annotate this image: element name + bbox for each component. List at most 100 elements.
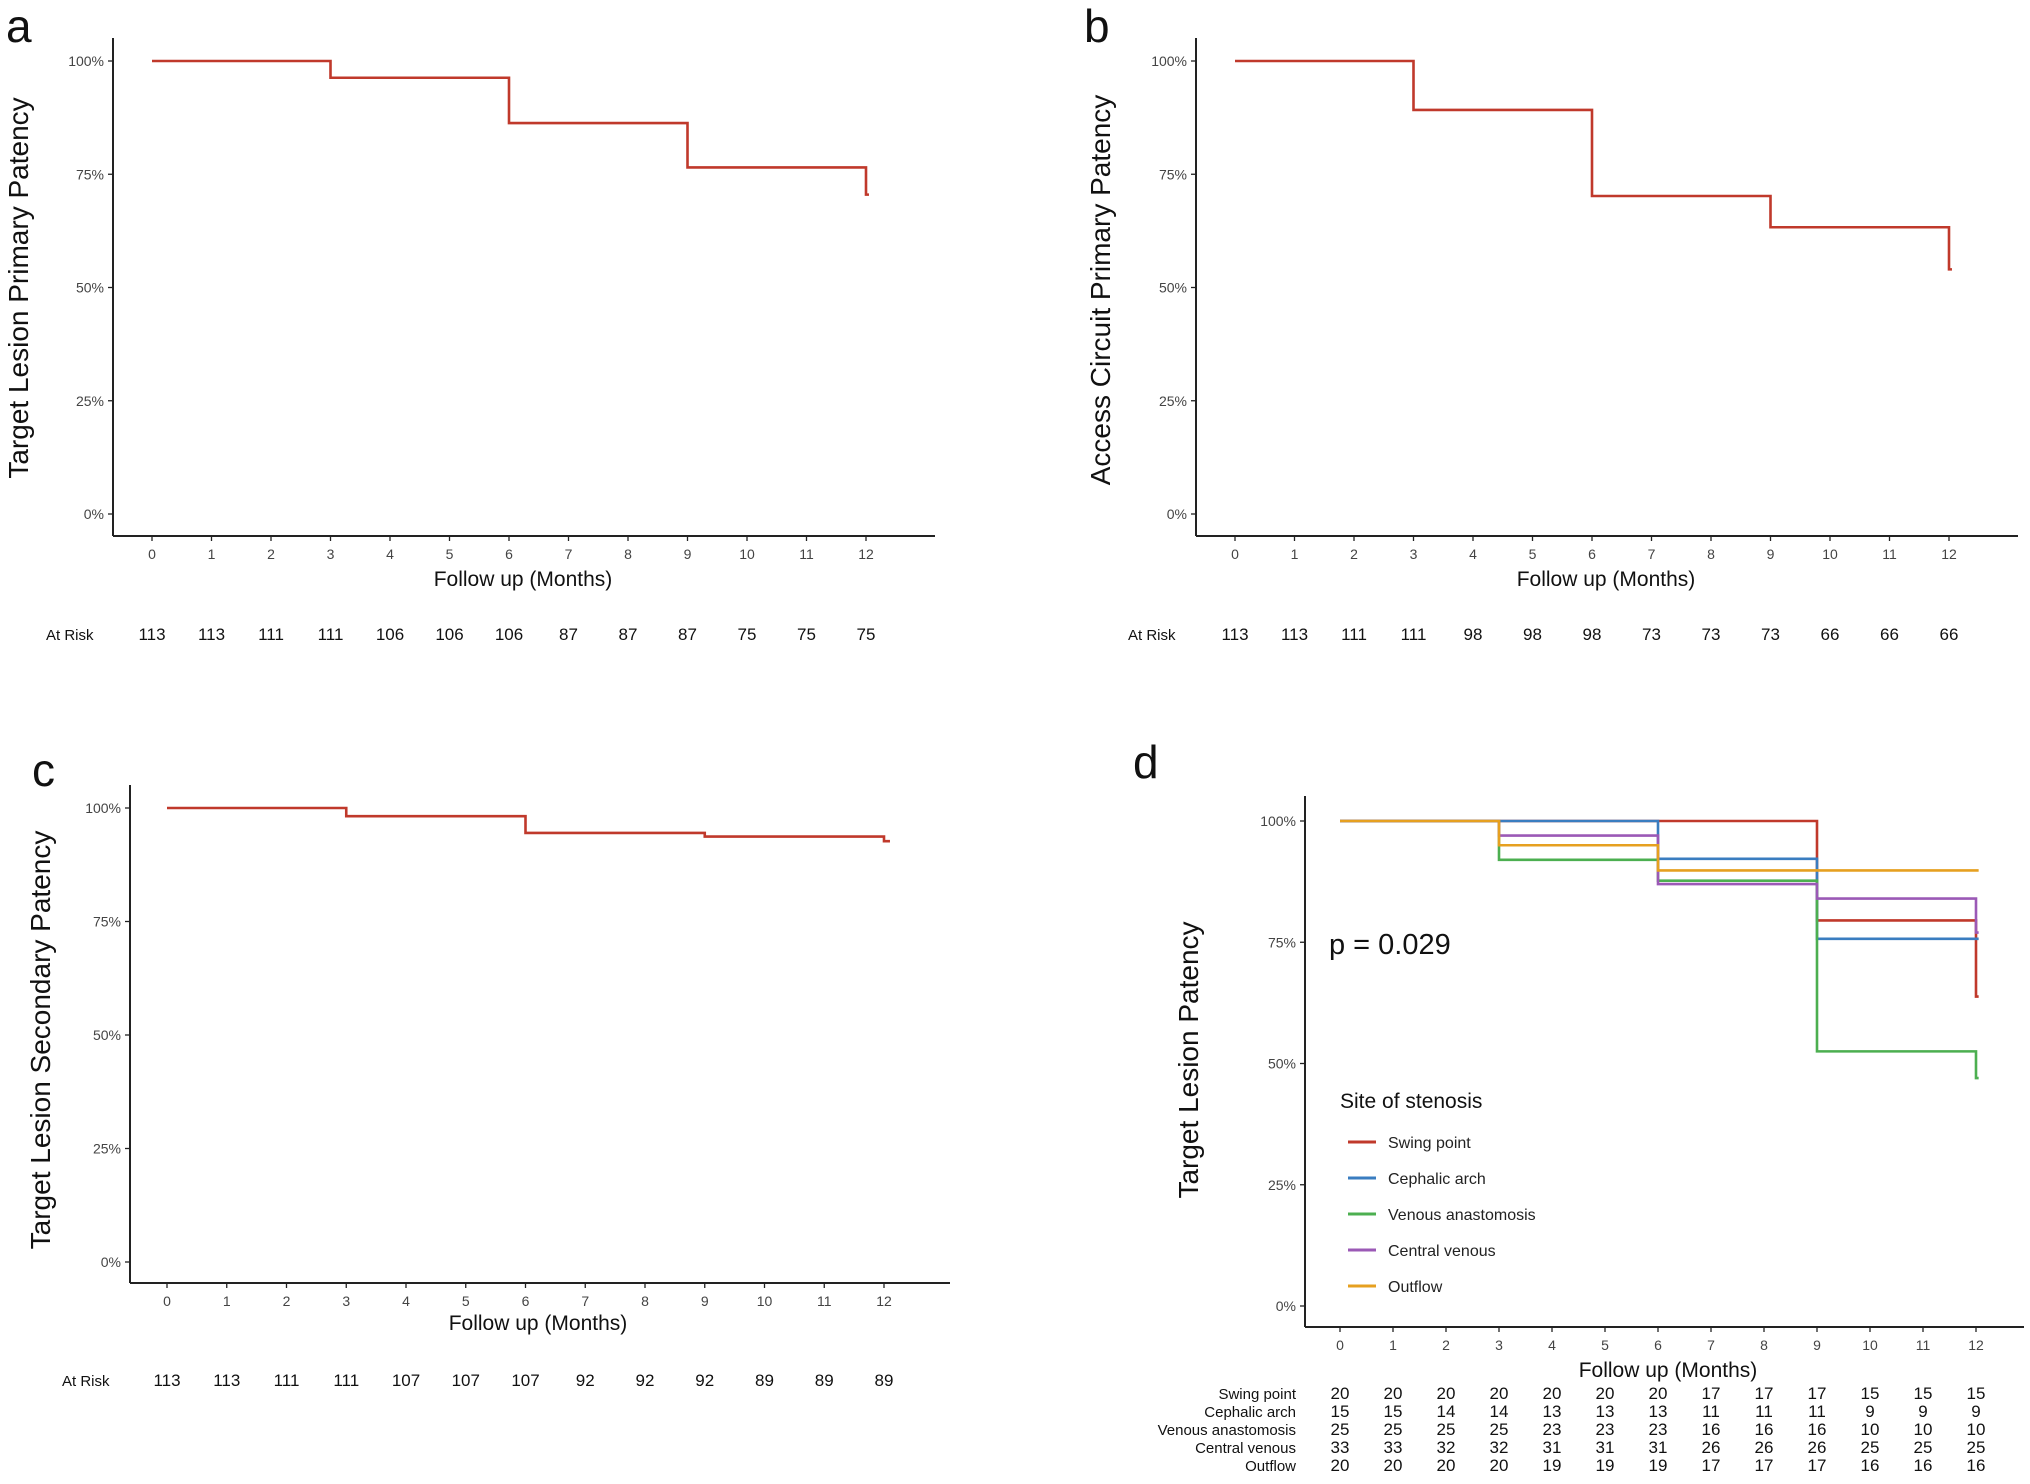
at-risk-count: 23 — [1649, 1420, 1668, 1439]
x-tick-label: 4 — [386, 546, 394, 562]
at-risk-count: 16 — [1861, 1456, 1880, 1475]
at-risk-count: 17 — [1808, 1456, 1827, 1475]
x-tick-label: 6 — [522, 1293, 530, 1309]
at-risk-count: 25 — [1967, 1438, 1986, 1457]
y-tick-label: 50% — [1268, 1056, 1296, 1072]
y-tick-label: 100% — [85, 800, 121, 816]
at-risk-count: 25 — [1331, 1420, 1350, 1439]
panel-b-access-circuit-primary-patency: b Access Circuit Primary Patency Follow … — [1084, 0, 2018, 644]
at-risk-count: 17 — [1702, 1456, 1721, 1475]
at-risk-count: 111 — [1341, 625, 1367, 644]
at-risk-label: At Risk — [1128, 627, 1176, 644]
x-tick-label: 6 — [1654, 1337, 1662, 1353]
x-tick-label: 6 — [1588, 546, 1596, 562]
x-tick-label: 7 — [1707, 1337, 1715, 1353]
x-tick-label: 11 — [817, 1293, 832, 1309]
at-risk-count: 26 — [1808, 1438, 1827, 1457]
at-risk-count: 73 — [1702, 625, 1721, 644]
at-risk-count: 15 — [1331, 1402, 1350, 1421]
x-tick-label: 8 — [1760, 1337, 1768, 1353]
x-tick-label: 8 — [624, 546, 632, 562]
at-risk-count: 9 — [1971, 1402, 1980, 1421]
x-tick-label: 5 — [462, 1293, 470, 1309]
p-value-annotation: p = 0.029 — [1329, 929, 1451, 961]
y-axis-label: Target Lesion Patency — [1173, 921, 1204, 1198]
at-risk-count: 25 — [1490, 1420, 1509, 1439]
at-risk-count: 15 — [1914, 1384, 1933, 1403]
y-tick-label: 50% — [93, 1027, 121, 1043]
at-risk-count: 111 — [333, 1371, 359, 1390]
x-tick-label: 10 — [757, 1293, 773, 1309]
legend-label: Outflow — [1388, 1279, 1443, 1296]
at-risk-count: 73 — [1761, 625, 1780, 644]
at-risk-count: 73 — [1642, 625, 1661, 644]
x-tick-label: 0 — [1231, 546, 1239, 562]
at-risk-count: 9 — [1865, 1402, 1874, 1421]
at-risk-count: 107 — [511, 1371, 539, 1390]
at-risk-count: 31 — [1649, 1438, 1668, 1457]
at-risk-count: 11 — [1702, 1402, 1720, 1421]
legend-label: Swing point — [1388, 1135, 1471, 1152]
at-risk-count: 32 — [1490, 1438, 1509, 1457]
at-risk-count: 16 — [1702, 1420, 1721, 1439]
x-tick-label: 3 — [327, 546, 335, 562]
legend-label: Central venous — [1388, 1243, 1496, 1260]
at-risk-count: 15 — [1967, 1384, 1986, 1403]
km-curve-target-lesion-secondary-patency — [167, 806, 890, 843]
at-risk-count: 87 — [678, 625, 697, 644]
at-risk-count: 111 — [274, 1371, 300, 1390]
y-tick-label: 75% — [76, 166, 104, 182]
at-risk-count: 107 — [452, 1371, 480, 1390]
legend-label: Cephalic arch — [1388, 1171, 1486, 1188]
at-risk-count: 10 — [1914, 1420, 1933, 1439]
panel-a-target-lesion-primary-patency: a Target Lesion Primary Patency Follow u… — [3, 0, 935, 644]
at-risk-count: 87 — [559, 625, 578, 644]
at-risk-count: 17 — [1755, 1384, 1774, 1403]
x-tick-label: 9 — [684, 546, 692, 562]
at-risk-count: 25 — [1437, 1420, 1456, 1439]
at-risk-count: 16 — [1967, 1456, 1986, 1475]
panel-c-target-lesion-secondary-patency: c Target Lesion Secondary Patency Follow… — [25, 744, 950, 1390]
km-curve-access-circuit-primary-patency — [1235, 59, 1952, 271]
at-risk-count: 31 — [1596, 1438, 1615, 1457]
at-risk-count: 66 — [1821, 625, 1840, 644]
y-tick-label: 25% — [1268, 1177, 1296, 1193]
x-tick-label: 1 — [223, 1293, 231, 1309]
at-risk-count: 75 — [857, 625, 876, 644]
at-risk-count: 16 — [1808, 1420, 1827, 1439]
x-tick-label: 3 — [342, 1293, 350, 1309]
panel-d-target-lesion-patency-by-site: d Target Lesion Patency Follow up (Month… — [1133, 736, 2024, 1475]
at-risk-count: 113 — [138, 625, 165, 644]
x-tick-label: 6 — [505, 546, 513, 562]
panel-letter-a: a — [6, 0, 32, 52]
at-risk-count: 87 — [619, 625, 638, 644]
at-risk-count: 13 — [1596, 1402, 1615, 1421]
x-tick-label: 2 — [283, 1293, 291, 1309]
y-tick-label: 75% — [1268, 934, 1296, 950]
km-curve-central-venous — [1340, 819, 1979, 934]
at-risk-count: 92 — [695, 1371, 714, 1390]
x-tick-label: 10 — [1862, 1337, 1878, 1353]
km-curve-swing-point — [1340, 819, 1979, 998]
at-risk-count: 14 — [1490, 1402, 1509, 1421]
at-risk-count: 19 — [1649, 1456, 1668, 1475]
x-tick-label: 5 — [1601, 1337, 1609, 1353]
at-risk-count: 33 — [1331, 1438, 1350, 1457]
x-axis-label: Follow up (Months) — [449, 1312, 628, 1335]
at-risk-count: 113 — [198, 625, 225, 644]
at-risk-count: 10 — [1861, 1420, 1880, 1439]
at-risk-count: 15 — [1384, 1402, 1403, 1421]
y-tick-label: 0% — [1167, 506, 1187, 522]
y-tick-label: 75% — [1159, 166, 1187, 182]
at-risk-count: 26 — [1702, 1438, 1721, 1457]
km-curve-target-lesion-primary-patency — [152, 59, 869, 196]
x-tick-label: 8 — [641, 1293, 649, 1309]
at-risk-count: 20 — [1437, 1384, 1456, 1403]
at-risk-count: 66 — [1940, 625, 1959, 644]
at-risk-count: 20 — [1490, 1456, 1509, 1475]
at-risk-count: 75 — [738, 625, 757, 644]
panel-letter-b: b — [1084, 0, 1110, 52]
